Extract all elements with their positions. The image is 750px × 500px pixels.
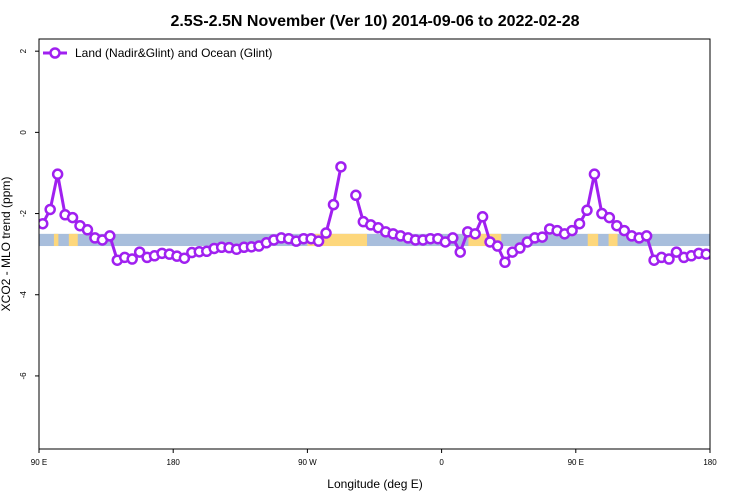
- data-point: [44, 203, 56, 216]
- land-span-5: [608, 233, 618, 247]
- data-point: [491, 240, 504, 252]
- land-span-0: [53, 233, 59, 247]
- data-point: [476, 211, 489, 223]
- legend-marker: [49, 47, 61, 59]
- data-point: [514, 242, 526, 254]
- data-point: [566, 224, 578, 237]
- x-tick-label: 180: [167, 458, 181, 467]
- x-axis-label: Longitude (deg E): [327, 477, 422, 491]
- series-layer: [39, 161, 710, 269]
- data-point: [81, 224, 94, 236]
- data-point: [39, 217, 49, 230]
- y-tick-label: 0: [19, 130, 28, 135]
- data-point: [663, 253, 675, 265]
- y-axis: 2 0 -2 -4 -6: [19, 48, 39, 379]
- data-point: [536, 231, 548, 243]
- data-point: [588, 168, 601, 180]
- data-point: [320, 227, 332, 239]
- data-point: [126, 253, 138, 265]
- data-point: [350, 189, 362, 202]
- legend: Land (Nadir&Glint) and Ocean (Glint): [43, 46, 272, 60]
- data-point: [312, 235, 325, 247]
- y-axis-label: XCO2 - MLO trend (ppm): [0, 177, 13, 312]
- data-point: [133, 246, 146, 258]
- data-point: [618, 224, 631, 237]
- data-point: [573, 217, 586, 230]
- x-tick-label: 0: [439, 458, 444, 467]
- x-tick-label: 90 W: [298, 458, 317, 467]
- x-tick-label: 180: [703, 458, 717, 467]
- series-line-segment-1: [354, 172, 707, 264]
- data-point: [335, 161, 347, 173]
- legend-label: Land (Nadir&Glint) and Ocean (Glint): [75, 46, 272, 60]
- chart-title: 2.5S-2.5N November (Ver 10) 2014-09-06 t…: [170, 13, 579, 30]
- y-tick-label: -4: [19, 291, 28, 299]
- data-point: [447, 232, 459, 244]
- data-point: [581, 204, 593, 217]
- x-tick-label: 90 E: [31, 458, 47, 467]
- data-point: [603, 211, 616, 224]
- x-axis: 90 E 180 90 W 0 90 E 180: [31, 449, 717, 467]
- land-span-4: [587, 233, 599, 247]
- data-point: [66, 211, 79, 224]
- y-tick-label: -6: [19, 372, 28, 380]
- data-point: [640, 230, 653, 242]
- data-point: [454, 246, 466, 258]
- land-span-1: [68, 233, 78, 247]
- data-point: [469, 228, 481, 240]
- y-tick-label: 2: [19, 48, 28, 53]
- data-point: [104, 230, 116, 242]
- x-tick-label: 90 E: [568, 458, 584, 467]
- data-point: [670, 246, 683, 258]
- data-point: [178, 252, 191, 264]
- data-point: [51, 168, 64, 180]
- data-point: [700, 248, 710, 260]
- y-tick-label: -2: [19, 209, 28, 217]
- data-point: [327, 198, 340, 211]
- data-point: [499, 256, 511, 269]
- land-ocean-band: [39, 233, 710, 247]
- plot-frame: [38, 38, 711, 450]
